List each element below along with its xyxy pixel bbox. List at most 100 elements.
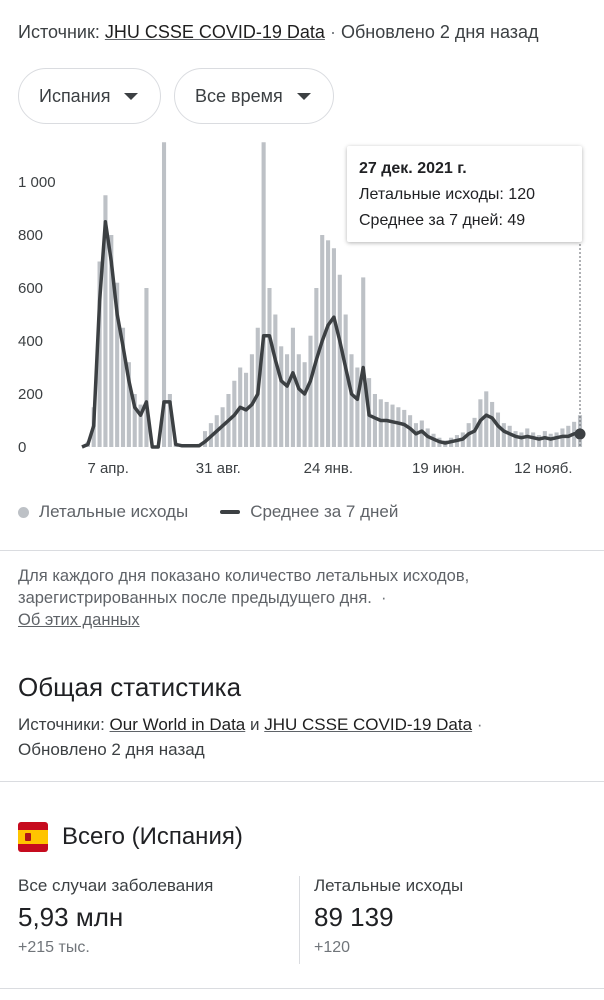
chart-bar: [507, 425, 512, 447]
spain-flag-icon: [18, 822, 48, 852]
chart-bar: [279, 346, 284, 447]
chart-bar: [390, 404, 395, 447]
chart-bar: [384, 401, 389, 447]
chart-bar: [290, 327, 295, 447]
chart-bar: [120, 327, 126, 447]
caret-down-icon: [124, 92, 139, 100]
chart-bar: [314, 288, 319, 447]
tooltip-deaths: Летальные исходы: 120: [359, 186, 535, 203]
chart-bar: [326, 240, 331, 447]
chart-bar: [296, 354, 301, 447]
chart-tooltip: 27 дек. 2021 г. Летальные исходы: 120 Ср…: [347, 146, 582, 242]
y-tick-label: 400: [18, 333, 43, 350]
chart-bar: [372, 394, 377, 447]
stats-sources: Источники: Our World in Data и JHU CSSE …: [18, 712, 588, 762]
chart-bar: [138, 404, 143, 447]
caret-down-icon: [296, 92, 311, 100]
separator-dot: ·: [376, 589, 387, 607]
total-title: Всего (Испания): [62, 823, 243, 850]
chart-bar: [285, 354, 290, 447]
stat-divider: [299, 876, 300, 964]
deaths-chart[interactable]: 0 200 400 600 800 1 000 7 апр. 31 авг. 24 янв. 19…: [0, 140, 604, 490]
updated-text: Обновлено 2 дня назад: [340, 22, 539, 42]
y-tick-label: 200: [18, 386, 43, 403]
chart-bar: [331, 248, 336, 447]
chart-bar: [308, 335, 313, 447]
divider: [0, 781, 604, 782]
chart-bar: [490, 401, 495, 447]
chart-bar: [531, 432, 536, 447]
chart-bar: [343, 314, 348, 447]
chart-bar: [144, 288, 149, 447]
data-note: Для каждого дня показано количество лета…: [18, 565, 588, 631]
y-tick-label: 1 000: [18, 174, 56, 191]
cases-delta: +215 тыс.: [18, 939, 90, 956]
cases-value: 5,93 млн: [18, 902, 124, 932]
y-tick-label: 600: [18, 280, 43, 297]
separator-dot: ·: [329, 22, 336, 42]
chart-svg[interactable]: 0 200 400 600 800 1 000 7 апр. 31 авг. 24 янв. 19…: [0, 140, 604, 490]
chart-bar: [501, 423, 506, 447]
y-tick-label: 800: [18, 227, 43, 244]
chart-bar: [361, 277, 366, 447]
sources-and: и: [250, 715, 260, 734]
period-dropdown-label: Все время: [195, 85, 283, 106]
source-link[interactable]: JHU CSSE COVID-19 Data: [104, 22, 325, 42]
chart-bar: [519, 432, 524, 447]
sources-prefix: Источники:: [18, 715, 105, 734]
period-dropdown[interactable]: Все время: [174, 68, 334, 124]
section-title: Общая статистика: [18, 672, 242, 702]
chart-bar: [273, 314, 278, 447]
source-prefix: Источник:: [18, 22, 100, 42]
chart-bar: [115, 282, 120, 447]
deaths-delta: +120: [314, 939, 351, 956]
chart-legend: Летальные исходы Среднее за 7 дней: [18, 502, 398, 522]
chart-bar: [267, 288, 272, 447]
chart-bar: [495, 412, 501, 447]
selected-point: [574, 428, 586, 440]
chart-bar: [408, 415, 413, 447]
deaths-value: 89 139: [314, 902, 394, 932]
chart-bar: [97, 261, 102, 447]
tooltip-date: 27 дек. 2021 г.: [359, 160, 467, 177]
country-dropdown-label: Испания: [39, 85, 111, 106]
note-text: Для каждого дня показано количество лета…: [18, 567, 470, 607]
source-line: Источник: JHU CSSE COVID-19 Data · Обнов…: [18, 22, 539, 43]
chart-bar: [202, 431, 208, 447]
cases-label: Все случаи заболевания: [18, 876, 214, 895]
legend-line-label: Среднее за 7 дней: [250, 502, 399, 521]
chart-bar: [109, 235, 114, 447]
chart-bar: [261, 142, 266, 447]
chart-bar: [249, 354, 254, 447]
y-tick-label: 0: [18, 439, 26, 456]
chart-bar: [484, 391, 489, 447]
chart-bar: [132, 394, 137, 447]
tooltip-avg: Среднее за 7 дней: 49: [359, 212, 526, 229]
total-header: Всего (Испания): [18, 822, 243, 852]
stats-updated: Обновлено 2 дня назад: [18, 740, 205, 759]
owid-link[interactable]: Our World in Data: [109, 715, 246, 734]
country-dropdown[interactable]: Испания: [18, 68, 161, 124]
chart-bar: [378, 399, 383, 447]
chart-bar: [167, 394, 172, 447]
chart-bar: [126, 362, 131, 447]
x-tick-label: 12 нояб.: [514, 460, 572, 477]
about-data-link[interactable]: Об этих данных: [18, 611, 140, 629]
legend-bar-swatch: [18, 506, 29, 518]
jhu-link[interactable]: JHU CSSE COVID-19 Data: [264, 715, 473, 734]
x-tick-label: 31 авг.: [196, 460, 241, 477]
x-tick-label: 19 июн.: [412, 460, 465, 477]
chart-bar: [103, 195, 108, 447]
deaths-stat: Летальные исходы 89 139 +120: [314, 876, 463, 957]
x-tick-label: 24 янв.: [304, 460, 353, 477]
chart-bar: [554, 432, 559, 447]
divider: [0, 988, 604, 989]
chart-bar: [396, 407, 401, 447]
deaths-label: Летальные исходы: [314, 876, 464, 895]
divider: [0, 550, 604, 551]
chart-bar: [513, 431, 518, 447]
legend-bars-label: Летальные исходы: [39, 502, 189, 521]
cases-stat: Все случаи заболевания 5,93 млн +215 тыс…: [18, 876, 213, 957]
chart-bar: [536, 435, 542, 447]
chart-bar: [402, 409, 407, 447]
